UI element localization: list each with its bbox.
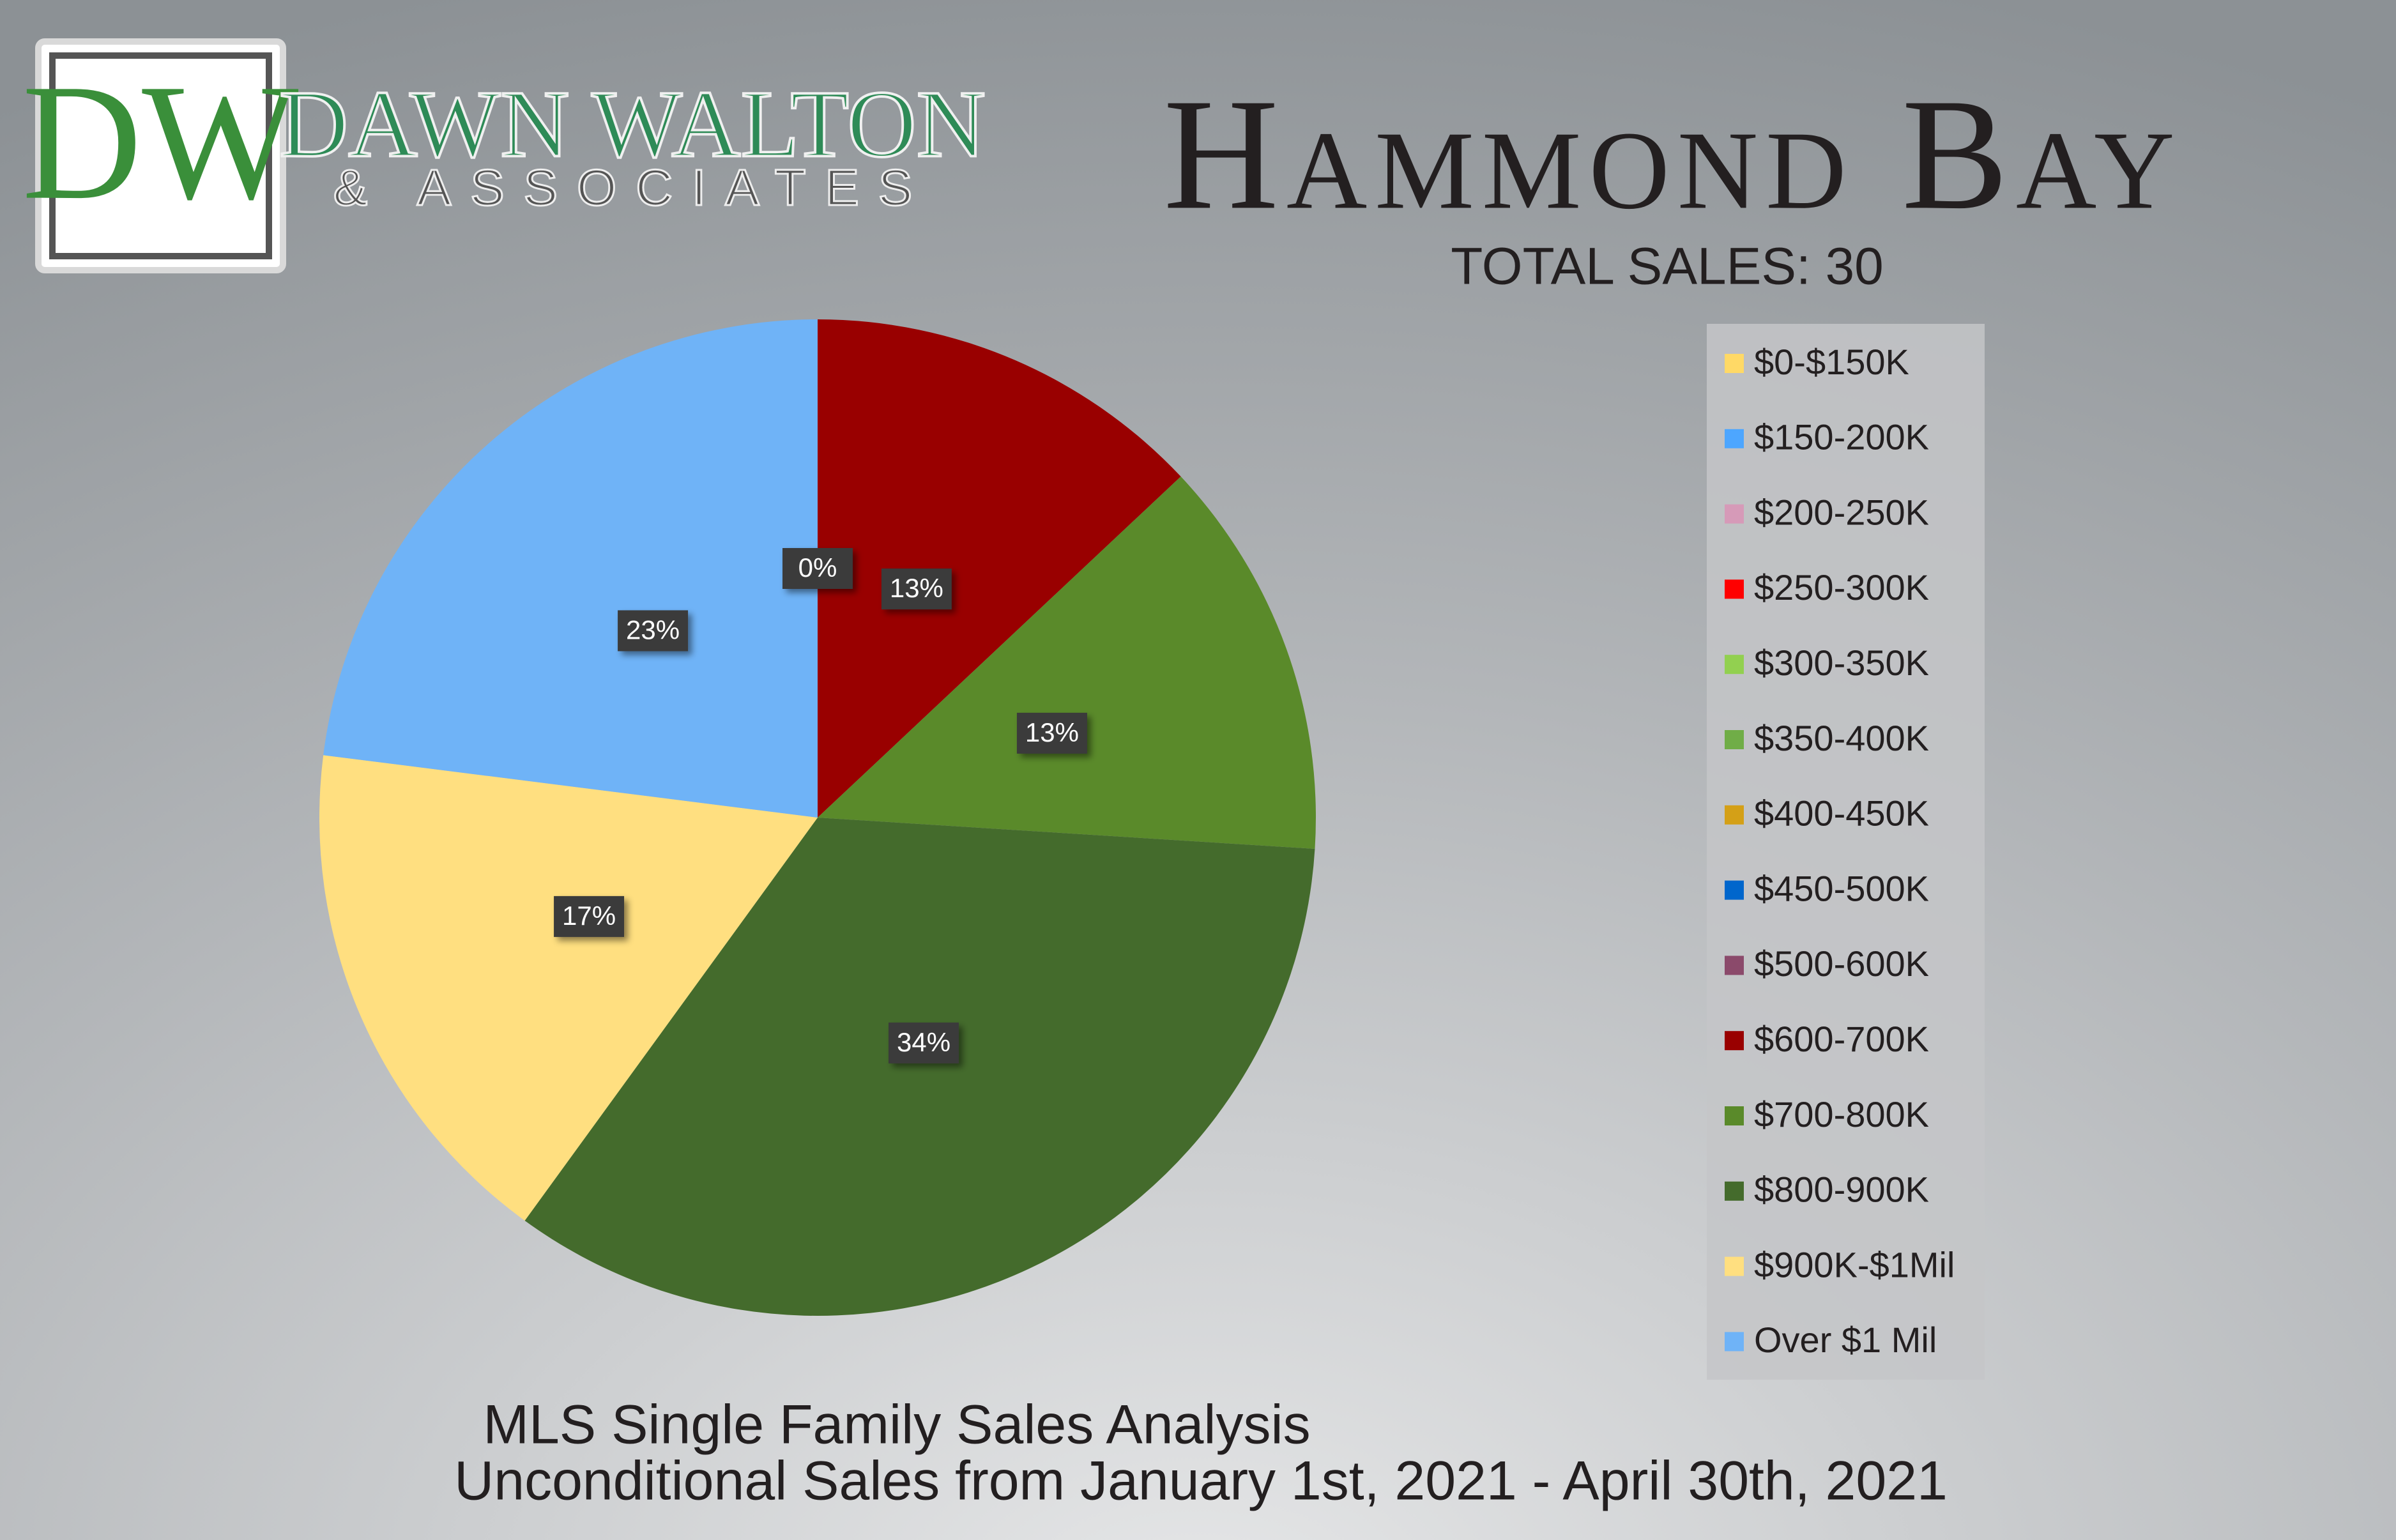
legend-swatch xyxy=(1725,655,1744,675)
logo-initials: DW xyxy=(22,50,300,234)
legend-swatch xyxy=(1725,1106,1744,1125)
legend-label: $300-350K xyxy=(1754,643,1929,683)
data-label-box xyxy=(554,896,625,937)
data-label-box xyxy=(881,568,952,610)
data-label-box xyxy=(889,1022,959,1064)
legend-label: $700-800K xyxy=(1754,1094,1929,1134)
legend-swatch xyxy=(1725,504,1744,524)
legend-label: $400-450K xyxy=(1754,793,1929,834)
pie-slice xyxy=(323,319,818,818)
legend-swatch xyxy=(1725,429,1744,448)
legend-swatch xyxy=(1725,956,1744,975)
pie-slice xyxy=(524,818,1315,1316)
data-label: 23% xyxy=(626,615,680,645)
legend-box xyxy=(1707,324,1985,1380)
legend-swatch xyxy=(1725,880,1744,900)
legend-swatch xyxy=(1725,805,1744,825)
legend-swatch xyxy=(1725,1256,1744,1276)
logo-tagline: & ASSOCIATES xyxy=(333,159,931,216)
legend-swatch xyxy=(1725,730,1744,749)
legend-label: $350-400K xyxy=(1754,718,1929,758)
logo-frame xyxy=(35,38,286,273)
legend-swatch xyxy=(1725,354,1744,373)
chart-title: Hammond Bay xyxy=(1163,66,2182,243)
data-label-box xyxy=(618,610,689,652)
data-label: 13% xyxy=(890,573,943,603)
legend-swatch xyxy=(1725,579,1744,599)
pie-slice xyxy=(818,476,1316,849)
logo-name: DAWN WALTON xyxy=(279,71,986,177)
legend-label: $150-200K xyxy=(1754,417,1929,457)
logo-border xyxy=(49,52,272,259)
pie-slice xyxy=(319,755,818,1221)
legend-label: $250-300K xyxy=(1754,567,1929,607)
pie-slice xyxy=(818,319,1181,818)
footer-line: MLS Single Family Sales Analysis xyxy=(483,1394,1310,1456)
legend-label: Over $1 Mil xyxy=(1754,1320,1937,1360)
data-label: 0% xyxy=(798,553,837,583)
legend-label: $900K-$1Mil xyxy=(1754,1244,1955,1285)
legend-label: $800-900K xyxy=(1754,1170,1929,1210)
legend-label: $200-250K xyxy=(1754,492,1929,532)
data-label-box xyxy=(1016,712,1087,754)
legend-label: $500-600K xyxy=(1754,943,1929,984)
legend-label: $600-700K xyxy=(1754,1019,1929,1059)
data-label: 17% xyxy=(562,901,616,931)
legend-label: $0-$150K xyxy=(1754,342,1909,382)
legend-label: $450-500K xyxy=(1754,868,1929,908)
legend-swatch xyxy=(1725,1181,1744,1201)
data-label-box xyxy=(782,548,853,589)
footer-line: Unconditional Sales from January 1st, 20… xyxy=(454,1451,1948,1512)
chart-subtitle: TOTAL SALES: 30 xyxy=(1451,238,1884,296)
legend-swatch xyxy=(1725,1031,1744,1051)
data-label: 13% xyxy=(1025,717,1079,747)
legend-swatch xyxy=(1725,1332,1744,1352)
data-label: 34% xyxy=(897,1027,950,1057)
